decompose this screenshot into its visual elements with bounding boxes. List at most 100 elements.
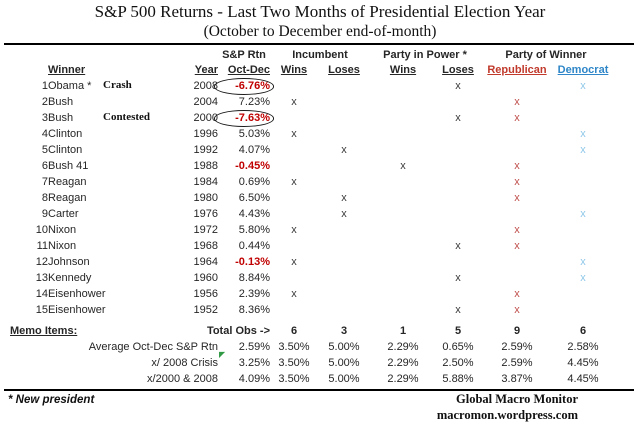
republican-mark: [480, 254, 554, 270]
incumbent-loses-mark: [318, 78, 370, 94]
annotation-label: Contested: [103, 111, 151, 123]
comment-arrow-icon: ◤: [219, 350, 226, 359]
memo-row-label: Average Oct-Dec S&P Rtn: [88, 341, 218, 353]
pip-loses-mark: [436, 190, 480, 206]
pip-loses-mark: [436, 126, 480, 142]
winner-cell: Johnson: [48, 254, 168, 270]
total-incumbent-wins: 6: [290, 325, 298, 337]
republican-mark: [480, 142, 554, 158]
table-row: 4 Clinton 1996 5.03% x x: [10, 126, 612, 142]
year-cell: 2004: [193, 96, 218, 108]
total-pip-wins: 1: [399, 325, 407, 337]
total-republican: 9: [513, 325, 521, 337]
incumbent-loses-mark: [318, 94, 370, 110]
incumbent-loses-mark: [318, 222, 370, 238]
col-incumbent-wins: Wins: [280, 64, 308, 76]
incumbent-loses-mark: [318, 254, 370, 270]
table-row: 10 Nixon 1972 5.80% x x: [10, 222, 612, 238]
col-incumbent-loses: Loses: [328, 64, 360, 76]
pip-wins-mark: [370, 270, 436, 286]
return-value: 5.80%: [238, 224, 270, 236]
table-row: 12 Johnson 1964 -0.13% x x: [10, 254, 612, 270]
return-value: -0.13%: [235, 256, 270, 268]
return-value: 8.84%: [238, 272, 270, 284]
spacer-cell: [48, 47, 168, 62]
spacer-cell: [10, 47, 48, 62]
return-cell: 0.69%: [218, 174, 270, 190]
memo-value: 5.00%: [328, 373, 360, 385]
memo-value: 2.50%: [442, 357, 474, 369]
republican-mark: [480, 270, 554, 286]
democrat-mark: [554, 110, 612, 126]
column-header-row: Winner Year Oct-Dec Wins Loses Wins Lose…: [10, 62, 612, 78]
democrat-mark: x: [580, 80, 586, 92]
winner-name: Clinton: [48, 128, 83, 140]
memo-value: 2.29%: [387, 357, 419, 369]
annotation-label: Crash: [103, 79, 132, 91]
incumbent-loses-mark: [318, 286, 370, 302]
footnote: * New president: [8, 394, 95, 406]
return-cell: 2.39%: [218, 286, 270, 302]
incumbent-loses-mark: [318, 110, 370, 126]
group-party-in-power: Party in Power *: [383, 48, 467, 61]
page-subtitle: (October to December end-of-month): [203, 23, 437, 40]
winner-name: Carter: [48, 208, 79, 220]
republican-mark: [480, 126, 554, 142]
year-cell: 1992: [193, 144, 218, 156]
memo-value: 2.29%: [387, 341, 419, 353]
democrat-mark: [554, 174, 612, 190]
incumbent-loses-mark: [318, 158, 370, 174]
memo-value: 3.50%: [278, 357, 310, 369]
memo-header-row: Memo Items: Total Obs -> 6 3 1 5 9 6: [10, 323, 612, 339]
memo-total-cell: 2.59%: [218, 339, 270, 355]
pip-wins-mark: [370, 238, 436, 254]
col-democrat: Democrat: [557, 64, 609, 76]
return-cell: 5.03%: [218, 126, 270, 142]
return-cell: -7.63%: [214, 110, 274, 127]
return-value: 0.69%: [238, 176, 270, 188]
year-cell: 1956: [193, 288, 218, 300]
pip-loses-mark: [436, 142, 480, 158]
row-number: 11: [36, 240, 48, 252]
winner-cell: Clinton: [48, 126, 168, 142]
year-cell: 1984: [193, 176, 218, 188]
republican-mark: x: [514, 304, 520, 316]
incumbent-wins-mark: [270, 158, 318, 174]
winner-cell: Reagan: [48, 174, 168, 190]
winner-cell: Eisenhower: [48, 286, 168, 302]
incumbent-wins-mark: x: [291, 176, 297, 188]
row-number: 3: [41, 112, 48, 124]
democrat-mark: [554, 302, 612, 318]
incumbent-wins-mark: x: [291, 128, 297, 140]
pip-wins-mark: [370, 302, 436, 318]
return-value: 4.43%: [238, 208, 270, 220]
year-cell: 1980: [193, 192, 218, 204]
return-value: -0.45%: [235, 160, 270, 172]
year-cell: 1968: [193, 240, 218, 252]
memo-items-label: Memo Items:: [10, 325, 78, 337]
total-pip-loses: 5: [454, 325, 462, 337]
winner-cell: Obama * Crash: [48, 78, 168, 94]
group-incumbent: Incumbent: [292, 48, 348, 61]
pip-wins-mark: [370, 254, 436, 270]
year-cell: 2000: [193, 112, 218, 124]
table-row: 15 Eisenhower 1952 8.36% x x: [10, 302, 612, 318]
winner-name: Reagan: [48, 192, 87, 204]
return-cell: 0.44%: [218, 238, 270, 254]
winner-cell: Clinton: [48, 142, 168, 158]
incumbent-loses-mark: [318, 238, 370, 254]
row-number: 14: [35, 288, 48, 300]
return-cell: 5.80%: [218, 222, 270, 238]
memo-total-value: 4.09%: [238, 373, 270, 385]
winner-name: Eisenhower: [48, 304, 106, 316]
return-value: 0.44%: [238, 240, 270, 252]
pip-loses-mark: x: [455, 80, 461, 92]
table-head: S&P Rtn Incumbent Party in Power * Party…: [10, 47, 612, 78]
year-cell: 1996: [193, 128, 218, 140]
winner-name: Reagan: [48, 176, 87, 188]
incumbent-wins-mark: [270, 78, 318, 94]
incumbent-wins-mark: [270, 206, 318, 222]
col-republican: Republican: [487, 64, 547, 76]
democrat-mark: x: [580, 272, 586, 284]
col-oct-dec: Oct-Dec: [227, 64, 270, 76]
